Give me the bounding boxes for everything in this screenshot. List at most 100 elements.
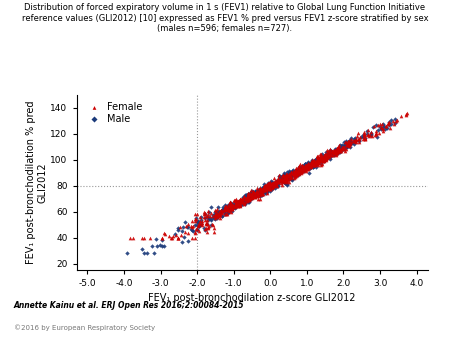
Point (229, 205, 236, 210)
Point (340, 144, 347, 149)
Point (258, 185, 265, 190)
Point (289, 170, 296, 175)
Point (242, 199, 249, 205)
Point (216, 211, 223, 216)
Point (308, 163, 315, 168)
Point (342, 142, 349, 147)
Point (279, 176, 286, 182)
Point (234, 199, 242, 204)
Point (282, 174, 289, 180)
Point (284, 178, 291, 183)
Point (247, 194, 254, 199)
Point (265, 184, 272, 189)
Point (194, 219, 201, 225)
Point (140, 251, 148, 256)
Point (232, 202, 239, 207)
Point (234, 202, 241, 207)
Point (237, 200, 244, 206)
Point (228, 206, 235, 211)
Point (273, 180, 280, 185)
Point (292, 170, 299, 175)
Point (328, 149, 335, 155)
Point (180, 224, 187, 230)
Point (306, 162, 313, 167)
Point (232, 203, 239, 209)
Point (303, 165, 310, 170)
Point (297, 168, 305, 174)
Point (290, 167, 297, 173)
Point (219, 207, 226, 213)
Point (328, 152, 335, 158)
Point (283, 179, 290, 185)
Point (150, 251, 158, 256)
Point (168, 235, 176, 241)
Point (259, 186, 266, 191)
Point (348, 139, 355, 144)
Point (230, 198, 237, 204)
Point (355, 130, 362, 136)
Point (310, 164, 317, 170)
Point (248, 194, 256, 200)
Point (332, 149, 339, 154)
Point (291, 173, 298, 179)
Point (188, 227, 195, 232)
Point (248, 189, 255, 195)
Point (311, 161, 318, 166)
Point (351, 138, 359, 144)
Point (251, 193, 258, 198)
Point (342, 139, 349, 144)
Point (230, 197, 238, 203)
Point (232, 202, 239, 207)
Point (285, 176, 292, 182)
Point (316, 154, 324, 160)
Point (276, 176, 283, 182)
Point (377, 125, 384, 130)
Point (268, 183, 275, 188)
Point (292, 169, 299, 175)
Point (227, 203, 234, 208)
Point (281, 174, 288, 179)
Point (202, 226, 209, 232)
Point (338, 146, 345, 151)
Point (330, 152, 337, 158)
Point (338, 145, 346, 150)
Point (302, 166, 310, 171)
Point (277, 177, 284, 182)
Point (231, 201, 239, 207)
Point (226, 203, 233, 209)
Point (292, 168, 300, 173)
Point (253, 192, 260, 197)
Point (308, 161, 315, 167)
Point (336, 142, 343, 148)
Point (320, 155, 328, 161)
Point (238, 198, 246, 203)
Point (126, 235, 134, 241)
Point (310, 163, 317, 168)
Point (212, 211, 219, 217)
Point (279, 177, 286, 183)
Point (202, 227, 209, 233)
Point (307, 159, 315, 164)
Point (295, 168, 302, 174)
Point (188, 224, 195, 230)
Point (253, 193, 260, 199)
Point (402, 111, 410, 116)
Point (340, 145, 347, 150)
Point (280, 173, 287, 179)
Point (279, 172, 286, 178)
Point (305, 167, 312, 172)
Point (262, 188, 270, 193)
Point (280, 173, 288, 179)
Point (214, 211, 221, 217)
Point (264, 185, 271, 191)
Point (283, 172, 290, 177)
Point (223, 206, 230, 212)
Point (354, 137, 361, 142)
Point (297, 168, 305, 173)
Point (266, 181, 273, 187)
Point (286, 172, 293, 177)
Point (252, 192, 259, 198)
Point (284, 175, 291, 180)
Point (214, 212, 221, 217)
Point (261, 189, 268, 194)
